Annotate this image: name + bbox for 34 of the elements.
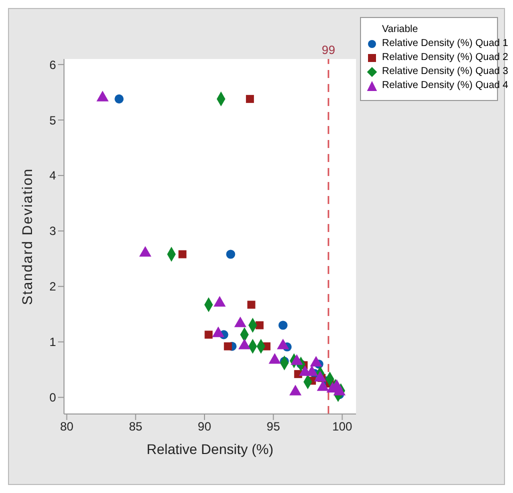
- legend-label: Relative Density (%) Quad 3: [381, 66, 508, 77]
- legend-label: Relative Density (%) Quad 4: [381, 80, 508, 91]
- legend-label: Relative Density (%) Quad 1: [381, 38, 508, 49]
- point: [234, 316, 246, 328]
- point: [256, 321, 264, 330]
- x-tick-label: 90: [198, 420, 212, 434]
- point: [178, 250, 186, 258]
- point: [247, 300, 256, 309]
- x-axis-title: Relative Density (%): [146, 441, 274, 457]
- point: [139, 246, 152, 257]
- ref-line-label: 99: [322, 43, 336, 57]
- y-tick-label: 0: [49, 390, 56, 405]
- point: [226, 250, 236, 259]
- y-tick-label: 1: [49, 335, 56, 350]
- point: [278, 320, 288, 330]
- point: [114, 94, 124, 104]
- x-tick-label: 80: [60, 420, 74, 434]
- y-tick-label: 2: [49, 280, 56, 294]
- y-tick-label: 5: [49, 113, 56, 128]
- y-tick-label: 6: [49, 58, 56, 72]
- x-tick-label: 100: [332, 420, 353, 434]
- legend-title: Variable: [382, 24, 419, 35]
- point: [204, 330, 213, 339]
- y-tick-label: 4: [49, 168, 56, 183]
- x-tick-label: 95: [266, 420, 280, 434]
- point: [214, 296, 226, 307]
- point: [246, 94, 254, 103]
- y-tick-label: 3: [49, 224, 56, 238]
- legend-label: Relative Density (%) Quad 2: [381, 52, 508, 63]
- y-axis-title: Standard Deviation: [18, 168, 35, 306]
- point: [96, 90, 109, 102]
- point: [212, 326, 224, 338]
- x-tick-label: 85: [128, 420, 143, 434]
- point: [224, 342, 232, 350]
